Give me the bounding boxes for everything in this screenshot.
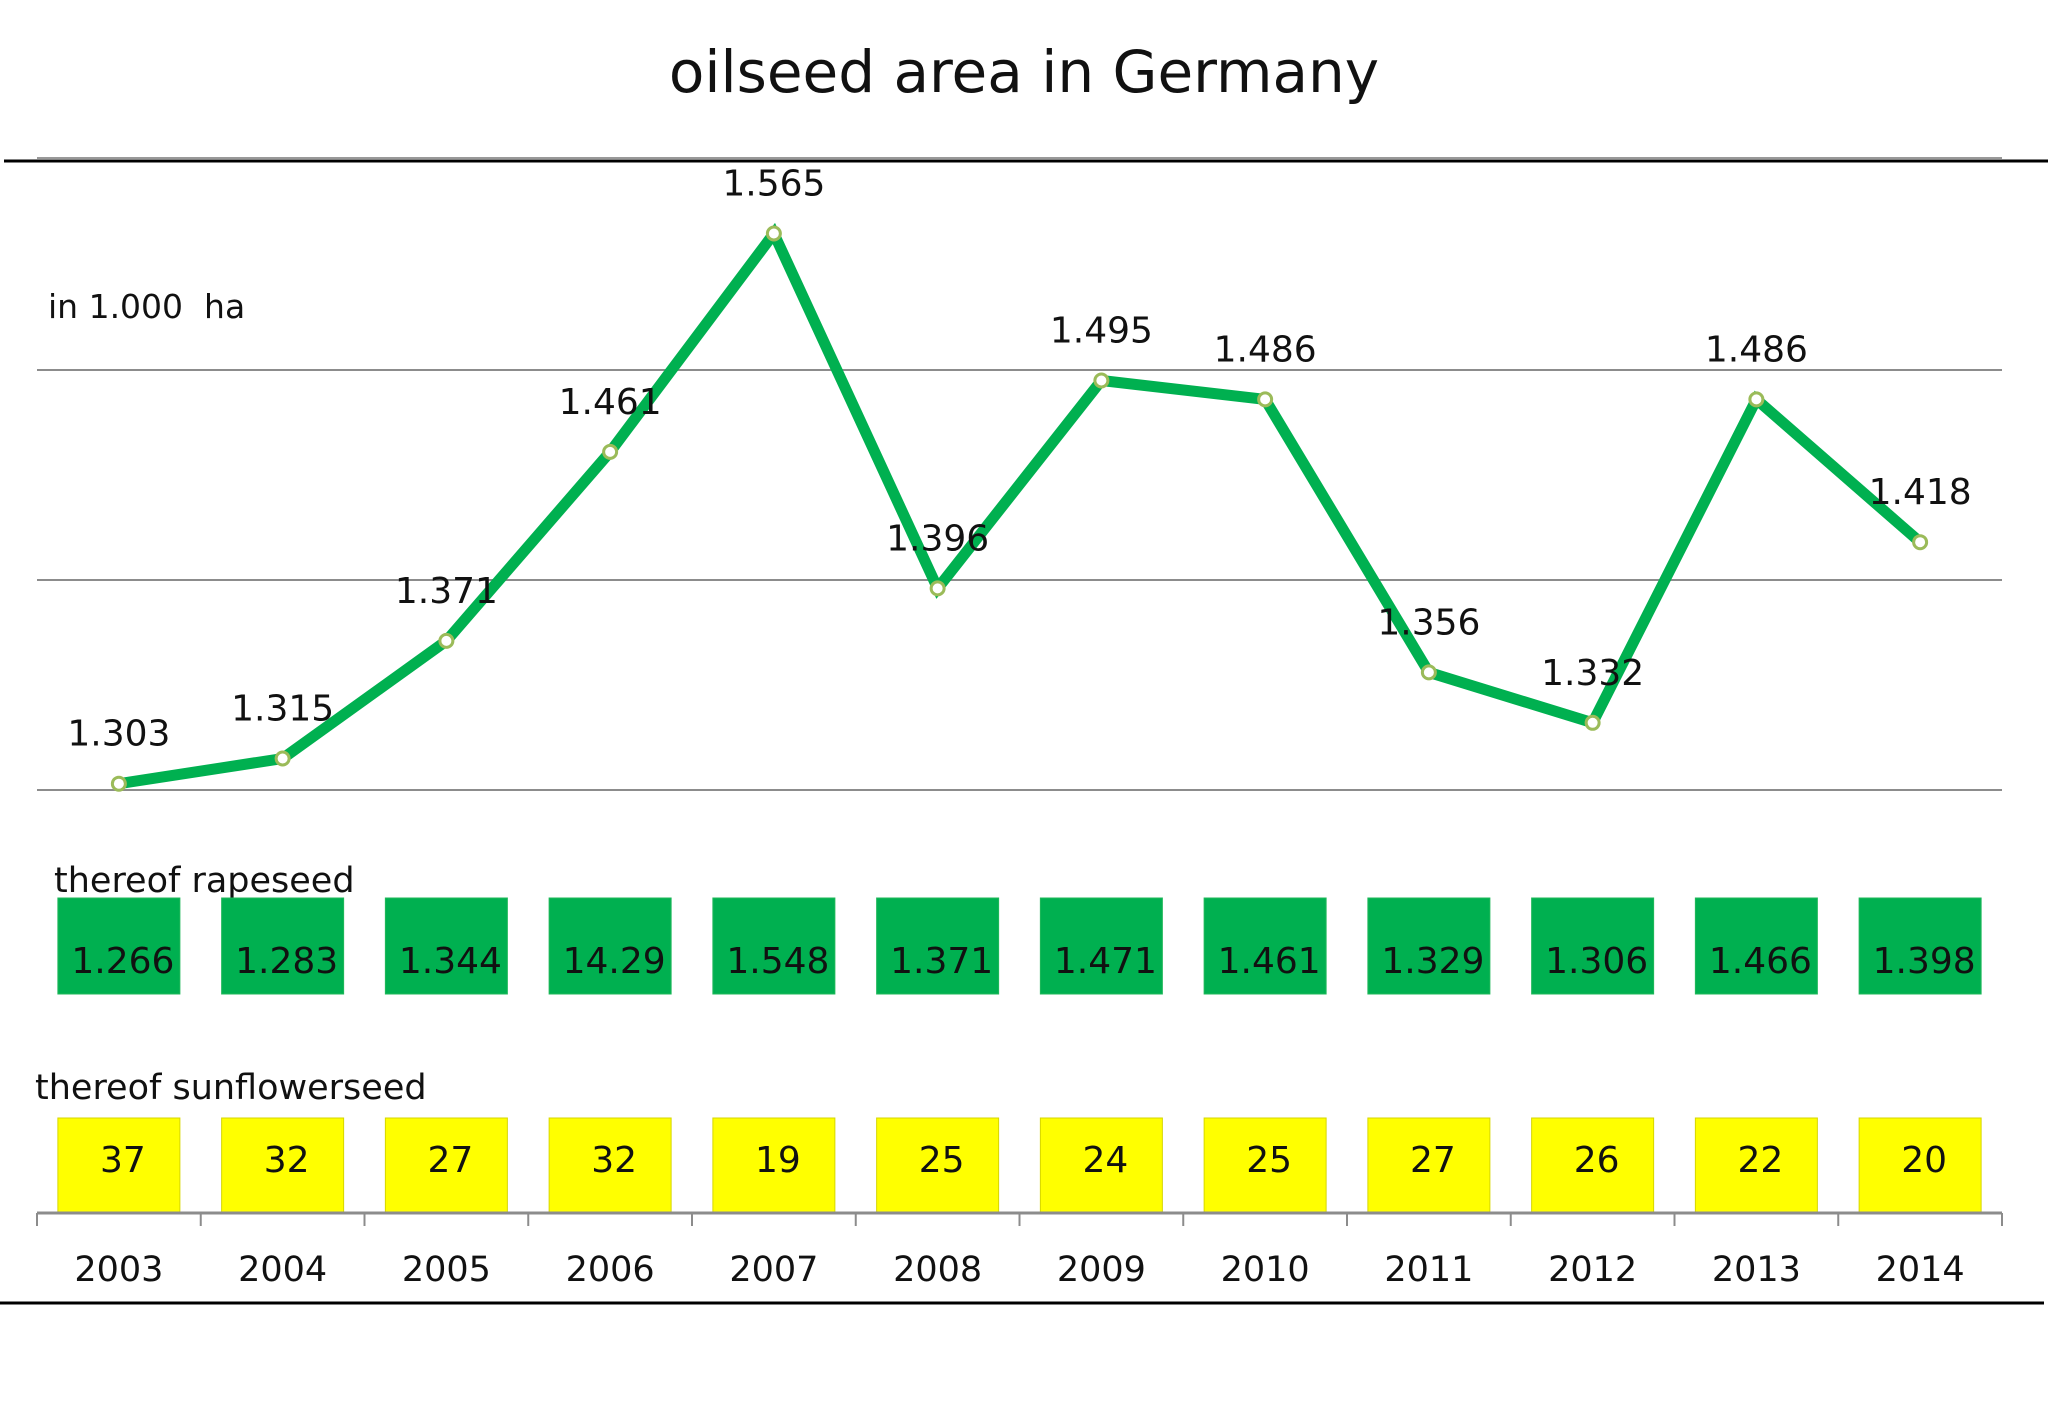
data-label: 1.486: [1214, 329, 1317, 370]
data-label: 1.461: [559, 382, 662, 423]
data-label: 1.396: [886, 518, 989, 559]
rapeseed-value: 1.306: [1545, 941, 1648, 982]
rapeseed-value: 1.398: [1873, 941, 1976, 982]
rapeseed-value: 1.466: [1709, 941, 1812, 982]
sunflower-value: 24: [1082, 1140, 1128, 1181]
data-label: 1.495: [1050, 311, 1153, 352]
sunflower-box: [221, 1117, 345, 1213]
data-label: 1.332: [1541, 653, 1644, 694]
sunflower-box: [1531, 1117, 1655, 1213]
data-point: [1093, 372, 1110, 389]
data-point: [1420, 664, 1437, 681]
x-tick-label: 2010: [1221, 1250, 1310, 1290]
unit-label: in 1.000 ha: [48, 287, 245, 326]
x-tick-label: 2005: [402, 1250, 491, 1290]
data-label: 1.371: [395, 571, 498, 612]
x-tick-label: 2012: [1548, 1250, 1637, 1290]
x-tick-label: 2008: [893, 1250, 982, 1290]
rapeseed-box: [1858, 897, 1982, 995]
sunflower-box: [1039, 1117, 1163, 1213]
x-tick-label: 2007: [729, 1250, 818, 1290]
sunflower-value: 27: [427, 1140, 473, 1181]
x-tick-label: 2009: [1057, 1250, 1146, 1290]
rapeseed-value: 1.266: [71, 941, 174, 982]
data-point: [274, 750, 291, 767]
sunflower-value: 20: [1901, 1140, 1947, 1181]
sunflower-value: 32: [264, 1140, 310, 1181]
data-point: [110, 775, 127, 792]
rapeseed-row-label: thereof rapeseed: [54, 861, 355, 901]
rapeseed-box: [384, 897, 508, 995]
x-tick-label: 2004: [238, 1250, 327, 1290]
rapeseed-value: 1.283: [235, 941, 338, 982]
sunflower-box: [1203, 1117, 1327, 1213]
sunflower-value: 27: [1410, 1140, 1456, 1181]
sunflower-value: 32: [591, 1140, 637, 1181]
data-label: 1.486: [1705, 329, 1808, 370]
sunflower-box: [57, 1117, 181, 1213]
data-label: 1.565: [722, 164, 825, 205]
sunflower-value: 19: [755, 1140, 801, 1181]
series-line-oilseed: [118, 222, 1924, 790]
sunflower-box: [1367, 1117, 1491, 1213]
sunflower-value: 22: [1737, 1140, 1783, 1181]
data-label: 1.356: [1377, 602, 1480, 643]
rapeseed-value: 1.461: [1218, 941, 1321, 982]
rapeseed-box: [548, 897, 672, 995]
rapeseed-value: 1.548: [726, 941, 829, 982]
rapeseed-box: [1531, 897, 1655, 995]
sunflower-row-label: thereof sunflowerseed: [35, 1068, 427, 1108]
x-tick-label: 2013: [1712, 1250, 1801, 1290]
data-point: [765, 225, 782, 242]
sunflower-box: [548, 1117, 672, 1213]
sunflower-box: [876, 1117, 1000, 1213]
x-tick-label: 2003: [74, 1250, 163, 1290]
data-point: [1584, 714, 1601, 731]
rapeseed-value: 1.329: [1381, 941, 1484, 982]
data-label: 1.303: [67, 714, 170, 755]
data-point: [1257, 391, 1274, 408]
rapeseed-value: 14.29: [563, 941, 666, 982]
sunflower-value: 26: [1574, 1140, 1620, 1181]
data-point: [1748, 391, 1765, 408]
data-point: [438, 632, 455, 649]
sunflower-box: [384, 1117, 508, 1213]
data-label: 1.418: [1869, 472, 1972, 513]
rapeseed-box: [57, 897, 181, 995]
sunflower-value: 37: [100, 1140, 146, 1181]
sunflower-box: [1858, 1117, 1982, 1213]
data-label: 1.315: [231, 689, 334, 730]
data-point: [1912, 534, 1929, 551]
rapeseed-box: [1367, 897, 1491, 995]
x-tick-label: 2006: [566, 1250, 655, 1290]
x-tick-label: 2011: [1384, 1250, 1473, 1290]
rapeseed-box: [1203, 897, 1327, 995]
sunflower-value: 25: [1246, 1140, 1292, 1181]
rapeseed-box: [876, 897, 1000, 995]
rapeseed-value: 1.344: [399, 941, 502, 982]
sunflower-box: [712, 1117, 836, 1213]
rapeseed-box: [712, 897, 836, 995]
rapeseed-value: 1.471: [1054, 941, 1157, 982]
data-point: [602, 443, 619, 460]
rapeseed-box: [1694, 897, 1818, 995]
rapeseed-box: [1039, 897, 1163, 995]
sunflower-box: [1694, 1117, 1818, 1213]
chart-title: oilseed area in Germany: [669, 38, 1379, 106]
x-tick-label: 2014: [1876, 1250, 1965, 1290]
rapeseed-value: 1.371: [890, 941, 993, 982]
rapeseed-box: [221, 897, 345, 995]
sunflower-value: 25: [919, 1140, 965, 1181]
data-point: [929, 580, 946, 597]
